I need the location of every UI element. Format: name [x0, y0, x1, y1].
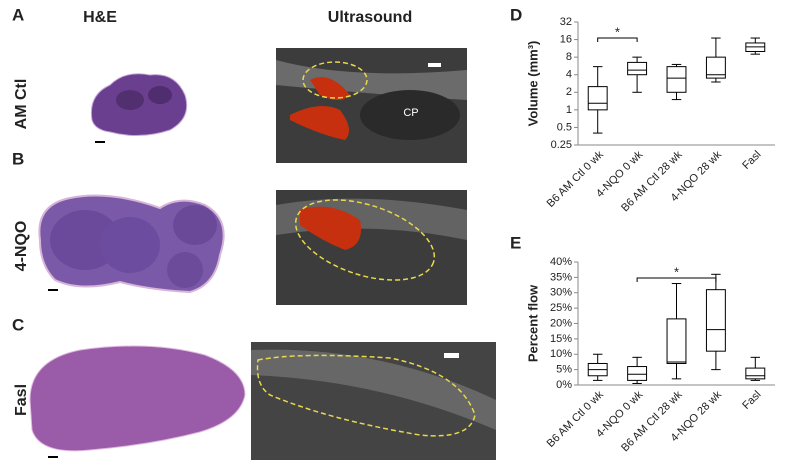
- box: [627, 366, 648, 381]
- ultrasound-image: [276, 190, 467, 305]
- y-tick-label: 1: [566, 104, 572, 116]
- y-tick-label: 20%: [550, 317, 572, 329]
- ultrasound-label: CP: [403, 107, 418, 119]
- box: [705, 56, 726, 79]
- significance-bracket: [636, 277, 717, 282]
- box: [745, 367, 766, 380]
- he-image: [29, 345, 246, 458]
- annotation: *: [674, 264, 679, 279]
- y-tick-label: 35%: [550, 271, 572, 283]
- box: [627, 61, 648, 76]
- y-tick-label: 32: [560, 16, 572, 28]
- annotation: *: [615, 24, 620, 39]
- y-tick-label: 40%: [550, 256, 572, 268]
- box: [666, 66, 687, 93]
- panel-letter: C: [12, 315, 24, 334]
- row-label: AM Ctl: [13, 79, 30, 130]
- panel-letter: A: [12, 5, 24, 24]
- ultrasound-image: CP: [276, 48, 467, 163]
- he-image: [38, 194, 225, 294]
- significance-bracket: [597, 37, 638, 42]
- y-tick-label: 2: [566, 86, 572, 98]
- x-tick-label: Fasl: [740, 389, 763, 412]
- panel-letter: B: [12, 149, 24, 168]
- x-tick-label: B6 AM Ctl 0 wk: [545, 148, 607, 210]
- ultrasound-image: [251, 342, 496, 460]
- box: [587, 86, 608, 111]
- y-tick-label: 25%: [550, 302, 572, 314]
- he-image: [90, 73, 188, 143]
- y-tick-label: 0%: [556, 379, 572, 391]
- y-tick-label: 15%: [550, 333, 572, 345]
- y-tick-label: 4: [566, 69, 572, 81]
- y-tick-label: 0.5: [557, 121, 572, 133]
- column-header: H&E: [83, 9, 117, 26]
- box: [666, 318, 687, 364]
- row-label: 4-NQO: [13, 221, 30, 272]
- x-tick-label: B6 AM Ctl 0 wk: [545, 388, 607, 450]
- y-tick-label: 16: [560, 33, 572, 45]
- panel-letter: E: [510, 233, 521, 252]
- y-tick-label: 5%: [556, 364, 572, 376]
- y-tick-label: 10%: [550, 348, 572, 360]
- row-label: Fasl: [13, 384, 30, 416]
- x-tick-label: Fasl: [740, 149, 763, 172]
- column-header: Ultrasound: [328, 9, 412, 26]
- panel-letter: D: [510, 5, 522, 24]
- y-tick-label: 30%: [550, 287, 572, 299]
- y-axis-label: Percent flow: [525, 284, 540, 362]
- y-axis-label: Volume (mm³): [525, 41, 540, 127]
- y-tick-label: 8: [566, 51, 572, 63]
- y-tick-label: 0.25: [551, 139, 572, 151]
- box: [705, 289, 726, 352]
